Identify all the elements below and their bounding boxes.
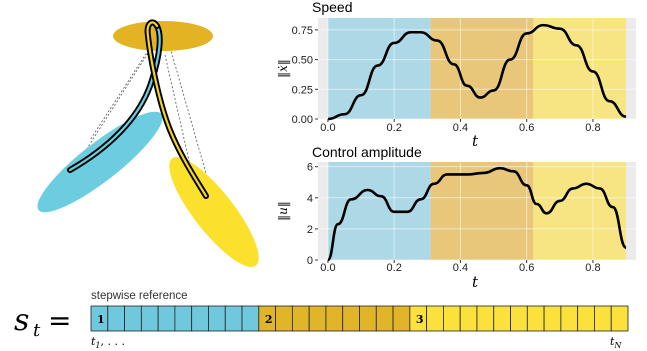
trajectory-curve-yellow [146, 21, 208, 198]
equation-lhs-subscript: t [33, 320, 41, 341]
stepwise-cell-label: 3 [416, 313, 424, 326]
stepwise-cell [291, 305, 310, 332]
y-tick-label: 0.50 [292, 55, 313, 67]
stepwise-start-label: t1, . . . [91, 335, 125, 350]
stepwise-cell [459, 305, 478, 332]
phase-band-1 [327, 18, 431, 119]
y-axis-label: ‖u‖ [276, 201, 290, 221]
stepwise-cell [325, 305, 344, 332]
stepwise-cell [174, 305, 193, 332]
speed-chart: 0.0 0.2 0.4 0.6 0.8 0.00 0.25 0.50 0.75 Speed t ‖ẋ‖ [276, 0, 636, 150]
phase-band-3 [533, 18, 627, 119]
y-tick-label: 0 [307, 255, 313, 267]
yellow-top-ellipse [113, 21, 213, 51]
x-tick-label: 0.2 [387, 262, 402, 274]
stepwise-cell [107, 305, 125, 332]
stepwise-cell [526, 305, 545, 332]
stepwise-cell [560, 305, 579, 332]
stepwise-cell [140, 305, 159, 332]
x-tick-label: 0.4 [453, 262, 468, 274]
blue-ellipse [37, 111, 163, 213]
equation-equals: = [48, 304, 71, 337]
x-axis-label: t [472, 273, 479, 291]
series-line [326, 166, 628, 262]
stepwise-end-label: tN [610, 335, 622, 350]
x-tick-label: 0.0 [320, 122, 335, 134]
yellow-ellipse [169, 157, 259, 267]
x-tick-label: 0.2 [387, 122, 402, 134]
stepwise-cell [208, 305, 226, 332]
stepwise-cell [359, 305, 377, 332]
stepwise-cell [594, 305, 612, 332]
y-tick-label: 0.25 [292, 84, 313, 96]
stepwise-cell [342, 305, 360, 332]
trajectory-illustration [37, 19, 259, 267]
phase-band-2 [430, 18, 534, 119]
y-tick-label: 6 [307, 162, 313, 174]
x-tick-label: 0.8 [585, 122, 600, 134]
stepwise-cell [510, 305, 528, 332]
chart-title: Speed [312, 0, 352, 15]
x-tick-label: 0.8 [585, 262, 600, 274]
chart-title: Control amplitude [312, 144, 422, 160]
y-tick-label: 0.00 [292, 114, 313, 126]
stepwise-cell [493, 305, 511, 332]
y-tick-label: 4 [307, 193, 313, 205]
stepwise-reference: stepwise reference 1 2 3 t1, . . . tN [90, 290, 629, 350]
stepwise-cell [577, 305, 595, 332]
stepwise-cell [610, 305, 629, 332]
equation-lhs: s [14, 303, 29, 338]
x-tick-label: 0.6 [519, 262, 534, 274]
stepwise-cell [157, 305, 176, 332]
stepwise-cell [443, 305, 461, 332]
phase-band-3 [533, 162, 627, 260]
trajectory-curve-blue-fill [68, 24, 161, 172]
x-tick-label: 0.0 [320, 262, 335, 274]
stepwise-cell [241, 305, 260, 332]
y-tick-label: 0.75 [292, 25, 313, 37]
equation: s t = [14, 303, 71, 341]
y-tick-label: 2 [307, 224, 313, 236]
stepwise-cell-label: 2 [265, 313, 273, 326]
stepwise-cell [308, 305, 327, 332]
series-line [327, 23, 627, 121]
phase-band-2 [430, 162, 534, 260]
x-tick-label: 0.4 [453, 122, 468, 134]
control-amplitude-chart: 0.0 0.2 0.4 0.6 0.8 0 2 4 6 Control amplitude t ‖u‖ [276, 144, 636, 291]
y-axis-label: ‖ẋ‖ [276, 59, 290, 78]
stepwise-label: stepwise reference [91, 290, 188, 302]
stepwise-cell [476, 305, 495, 332]
stepwise-cell [392, 305, 411, 332]
stepwise-cell [543, 305, 562, 332]
x-axis-label: t [472, 132, 479, 150]
stepwise-cell-label: 1 [97, 313, 105, 326]
stepwise-cell [275, 305, 293, 332]
projection-line-right-inner [164, 54, 191, 166]
projection-line-right [167, 39, 216, 206]
stepwise-cell [224, 305, 243, 332]
stepwise-cell [191, 305, 209, 332]
stepwise-cell [375, 305, 394, 332]
stepwise-cell [124, 305, 142, 332]
stepwise-cell [426, 305, 444, 332]
phase-band-1 [327, 162, 431, 260]
x-tick-label: 0.6 [519, 122, 534, 134]
